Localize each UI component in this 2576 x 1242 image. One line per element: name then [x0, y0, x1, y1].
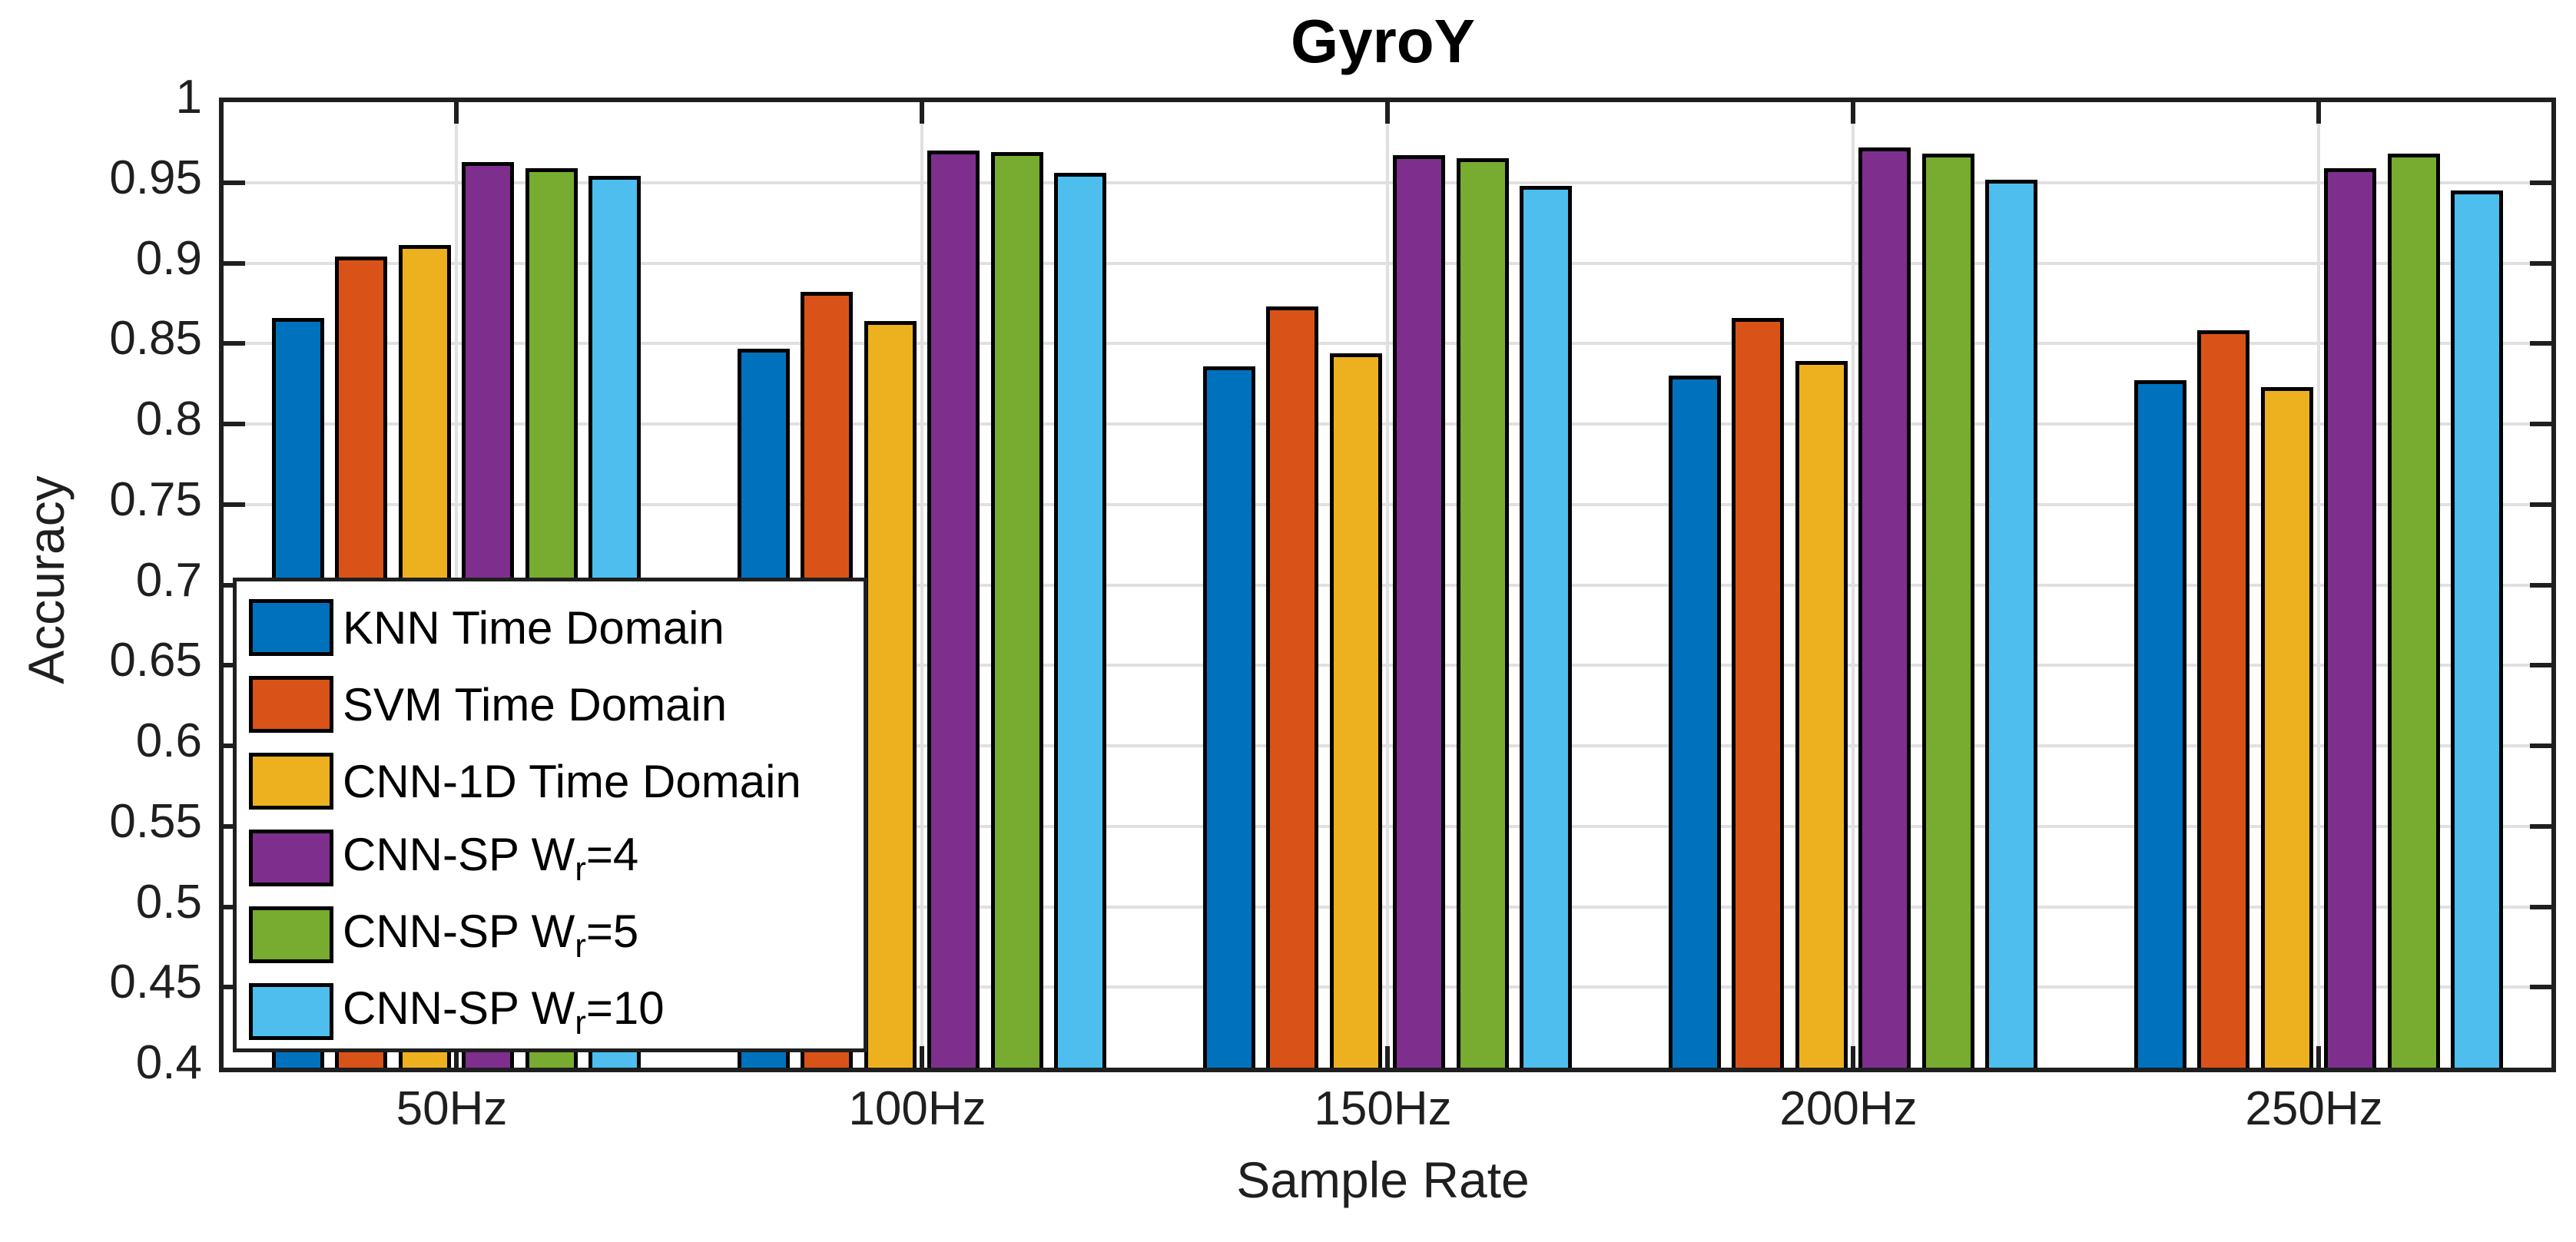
chart-title: GyroY: [1290, 7, 1476, 75]
x-tick-label: 200Hz: [1779, 1082, 1918, 1135]
y-tick-mark: [2530, 904, 2551, 909]
bar: [1858, 147, 1911, 1068]
bar: [2450, 190, 2503, 1068]
x-gridline: [1386, 102, 1389, 1068]
legend-swatch: [249, 753, 333, 810]
y-tick-label: 0.95: [109, 151, 202, 204]
bar: [1984, 180, 2037, 1068]
y-tick-mark: [224, 341, 245, 346]
bar: [2134, 380, 2186, 1068]
y-tick-mark: [224, 502, 245, 507]
x-tick-mark: [920, 102, 924, 124]
bar-group-150Hz: [1203, 102, 1572, 1068]
bar-group-250Hz: [2134, 102, 2503, 1068]
legend-swatch: [249, 983, 333, 1040]
bar: [990, 152, 1043, 1068]
bar: [1393, 155, 1446, 1068]
x-tick-mark: [1385, 1046, 1390, 1068]
x-tick-mark: [454, 102, 459, 124]
bar: [1519, 186, 1572, 1068]
legend: KNN Time Domain SVM Time Domain CNN-1D Tim…: [233, 578, 867, 1052]
y-tick-label: 0.7: [135, 553, 202, 607]
y-tick-label: 0.9: [135, 231, 202, 285]
legend-item: CNN-SP Wr=5: [249, 896, 864, 973]
x-tick-label: 250Hz: [2245, 1082, 2383, 1135]
x-tick-label: 100Hz: [848, 1082, 986, 1135]
x-tick-mark: [2316, 1046, 2321, 1068]
legend-swatch: [249, 676, 333, 733]
y-tick-mark: [2530, 985, 2551, 990]
x-tick-mark: [1851, 1046, 1855, 1068]
y-tick-label: 0.75: [109, 472, 202, 526]
y-tick-mark: [224, 260, 245, 266]
y-tick-mark: [2530, 663, 2551, 668]
legend-label: CNN-SP Wr=10: [343, 982, 665, 1042]
bar: [1266, 306, 1319, 1068]
legend-label: KNN Time Domain: [343, 601, 724, 654]
y-tick-mark: [2530, 502, 2551, 507]
legend-item: KNN Time Domain: [249, 589, 864, 666]
legend-item: SVM Time Domain: [249, 666, 864, 743]
legend-label: CNN-SP Wr=5: [343, 905, 639, 965]
legend-swatch: [249, 906, 333, 963]
x-gridline: [920, 102, 923, 1068]
y-tick-label: 0.4: [135, 1036, 202, 1089]
legend-item: CNN-SP Wr=10: [249, 973, 864, 1050]
y-tick-label: 0.45: [109, 956, 202, 1009]
y-tick-label: 1: [175, 71, 202, 124]
legend-item: CNN-SP Wr=4: [249, 820, 864, 896]
y-tick-mark: [2530, 823, 2551, 829]
legend-swatch: [249, 599, 333, 656]
x-axis-label: Sample Rate: [1236, 1151, 1530, 1208]
y-tick-label: 0.65: [109, 634, 202, 687]
x-gridline: [2317, 102, 2320, 1068]
x-tick-mark: [454, 1046, 459, 1068]
bar-group-200Hz: [1669, 102, 2037, 1068]
y-tick-label: 0.5: [135, 875, 202, 929]
bar: [1795, 361, 1848, 1068]
bar: [2260, 387, 2313, 1068]
x-gridline: [1852, 102, 1855, 1068]
legend-label: SVM Time Domain: [343, 678, 728, 730]
bar: [927, 151, 980, 1068]
bar: [1921, 154, 1974, 1068]
y-tick-mark: [2530, 422, 2551, 426]
legend-swatch: [249, 830, 333, 886]
x-tick-mark: [1385, 102, 1390, 124]
bar: [1732, 318, 1785, 1068]
y-tick-mark: [2530, 582, 2551, 588]
y-tick-mark: [224, 422, 245, 426]
bar: [1053, 173, 1106, 1068]
bar: [1203, 366, 1255, 1068]
y-tick-label: 0.85: [109, 312, 202, 366]
y-tick-mark: [2530, 744, 2551, 748]
y-tick-label: 0.8: [135, 392, 202, 445]
bar: [864, 321, 917, 1068]
y-tick-label: 0.55: [109, 794, 202, 848]
x-tick-mark: [920, 1046, 924, 1068]
y-tick-mark: [224, 180, 245, 185]
legend-item: CNN-1D Time Domain: [249, 743, 864, 820]
bar: [1329, 353, 1382, 1068]
legend-label: CNN-1D Time Domain: [343, 755, 801, 807]
y-tick-label: 0.6: [135, 714, 202, 767]
bar: [2324, 168, 2377, 1068]
x-tick-label: 50Hz: [396, 1082, 508, 1135]
x-tick-label: 150Hz: [1314, 1082, 1452, 1135]
y-tick-mark: [2530, 260, 2551, 266]
x-tick-mark: [2316, 102, 2321, 124]
y-tick-mark: [2530, 341, 2551, 346]
y-tick-mark: [2530, 180, 2551, 185]
bar: [2197, 330, 2250, 1068]
bar: [2387, 154, 2440, 1068]
legend-label: CNN-SP Wr=4: [343, 828, 639, 888]
x-tick-mark: [1851, 102, 1855, 124]
bar: [1669, 376, 1721, 1068]
bar: [1456, 158, 1509, 1068]
